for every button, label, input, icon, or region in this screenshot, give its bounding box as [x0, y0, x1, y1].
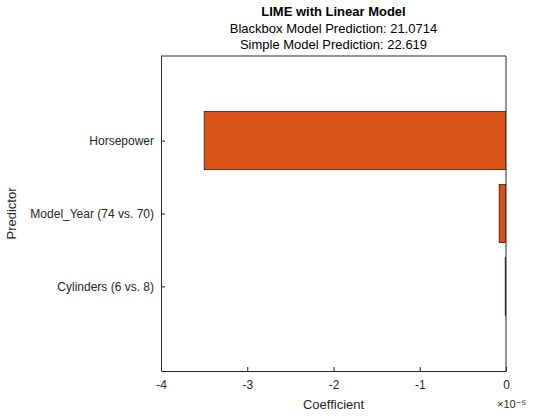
axis-exponent: ×10⁻⁵: [497, 398, 526, 410]
y-tick: Model_Year (74 vs. 70): [30, 207, 165, 221]
plot-area: [161, 56, 506, 371]
x-tick-mark: [247, 367, 248, 371]
bar: [499, 184, 506, 242]
bars: [204, 111, 506, 315]
x-tick-label: 0: [503, 378, 510, 392]
x-tick: -2: [329, 367, 340, 392]
x-tick-label: -1: [415, 378, 426, 392]
x-axis-line: [162, 371, 507, 372]
y-tick: Cylinders (6 vs. 8): [57, 280, 165, 294]
x-tick: 0: [503, 367, 510, 392]
frame-right: [506, 56, 507, 371]
x-axis: -4 -3 -2 -1 0: [156, 367, 510, 392]
x-tick-mark: [334, 367, 335, 371]
x-tick-label: -3: [242, 378, 253, 392]
y-tick-mark: [161, 286, 165, 287]
y-tick-label: Horsepower: [89, 134, 154, 148]
y-tick: Horsepower: [89, 134, 165, 148]
y-tick-mark: [161, 141, 165, 142]
title: LIME with Linear Model: [261, 4, 405, 19]
chart: -4 -3 -2 -1 0 Horsepower Model_Year (74 vs. 70…: [0, 0, 560, 420]
x-tick-mark: [420, 367, 421, 371]
y-axis-label: Predictor: [4, 187, 19, 240]
subtitle: Blackbox Model Prediction: 21.0714: [230, 21, 437, 36]
x-tick: -3: [242, 367, 253, 392]
y-tick-mark: [161, 214, 165, 215]
x-tick-label: -2: [329, 378, 340, 392]
frame-top: [161, 56, 506, 57]
x-tick: -1: [415, 367, 426, 392]
subtitle: Simple Model Prediction: 22.619: [240, 37, 427, 52]
y-tick-label: Cylinders (6 vs. 8): [57, 280, 154, 294]
y-tick-label: Model_Year (74 vs. 70): [30, 207, 154, 221]
y-axis: Horsepower Model_Year (74 vs. 70) Cylinder…: [30, 57, 165, 372]
x-axis-label: Coefficient: [303, 397, 365, 412]
x-tick-label: -4: [156, 378, 167, 392]
bar: [204, 111, 506, 169]
